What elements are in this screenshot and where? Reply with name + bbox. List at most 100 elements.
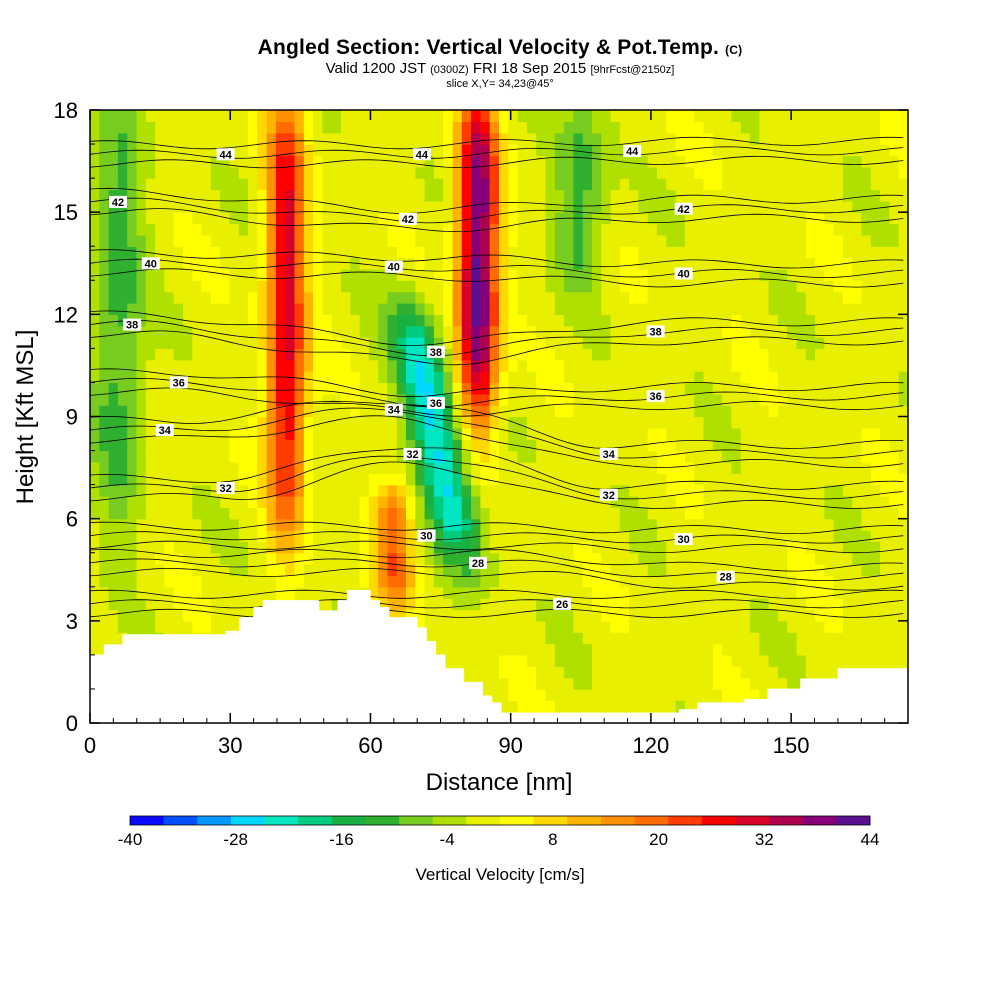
title-text: Angled Section: Vertical Velocity & Pot.… [257, 36, 720, 59]
field-cell [666, 666, 677, 679]
field-cell [592, 518, 602, 531]
field-cell [712, 507, 723, 520]
field-cell [861, 268, 872, 281]
field-cell [889, 461, 900, 474]
isentrope-label-bg [216, 482, 235, 494]
field-cell [777, 461, 788, 474]
field-cell [192, 291, 203, 304]
field-cell [173, 200, 184, 213]
field-cell [210, 371, 221, 384]
field-cell [536, 110, 547, 122]
field-cell [322, 303, 333, 315]
field-cell [582, 314, 593, 327]
field-cell [582, 416, 593, 429]
field-cell [880, 586, 890, 599]
field-cell [610, 223, 621, 236]
field-cell [117, 609, 128, 622]
field-cell [768, 348, 779, 361]
field-cell [433, 598, 444, 611]
field-cell [526, 110, 537, 122]
field-cell [433, 416, 444, 429]
field-cell [592, 166, 602, 179]
field-cell [489, 666, 500, 679]
field-cell [554, 371, 565, 384]
field-cell [433, 575, 444, 588]
field-cell [740, 223, 751, 236]
field-cell [889, 268, 900, 281]
field-cell [703, 371, 714, 384]
field-cell [768, 223, 779, 236]
field-cell [443, 416, 454, 429]
field-cell [573, 507, 584, 520]
field-cell [164, 359, 175, 372]
field-cell [750, 371, 760, 384]
field-cell [592, 688, 602, 701]
field-cell [155, 416, 165, 429]
field-cell [322, 132, 333, 145]
field-cell [573, 234, 584, 247]
field-cell [471, 496, 481, 508]
field-cell [452, 382, 463, 395]
field-cell [592, 564, 602, 577]
field-cell [554, 348, 565, 361]
field-cell [378, 234, 389, 247]
field-cell [638, 110, 649, 122]
field-cell [275, 121, 286, 134]
field-cell [573, 552, 584, 565]
field-cell [192, 586, 203, 599]
field-cell [396, 348, 407, 361]
field-cell [452, 371, 463, 384]
field-cell [601, 166, 612, 179]
field-cell [777, 564, 788, 577]
field-cell [592, 234, 602, 247]
field-cell [406, 564, 416, 577]
field-cell [610, 507, 621, 520]
field-cell [870, 530, 881, 542]
field-cell [666, 518, 677, 531]
field-cell [815, 666, 825, 679]
field-cell [201, 382, 212, 395]
field-cell [266, 155, 277, 168]
field-cell [229, 405, 240, 418]
field-cell [815, 450, 825, 463]
field-cell [480, 110, 491, 122]
field-cell [452, 393, 463, 406]
field-cell [210, 280, 221, 293]
field-cell [694, 200, 705, 213]
field-cell [517, 575, 528, 588]
field-cell [889, 359, 900, 372]
field-cell [480, 620, 491, 633]
field-cell [117, 371, 128, 384]
field-cell [619, 416, 630, 429]
field-cell [359, 359, 370, 372]
field-cell [712, 439, 723, 452]
field-cell [183, 541, 193, 554]
field-cell [722, 144, 732, 157]
field-cell [889, 110, 900, 122]
isentrope-label-bg [599, 488, 618, 501]
field-cell [564, 700, 574, 713]
field-cell [787, 348, 798, 361]
field-cell [647, 359, 658, 372]
field-cell [805, 666, 816, 679]
field-cell [564, 564, 574, 577]
field-cell [378, 303, 389, 315]
field-cell [452, 132, 463, 145]
field-cell [238, 144, 249, 157]
field-cell [313, 257, 323, 270]
field-cell [824, 632, 835, 645]
field-cell [517, 189, 528, 202]
field-cell [238, 439, 249, 452]
field-cell [554, 257, 565, 270]
field-cell [750, 496, 760, 508]
field-cell [889, 314, 900, 327]
field-cell [183, 189, 193, 202]
field-cell [861, 496, 872, 508]
field-cell [294, 291, 305, 304]
field-cell [684, 507, 695, 520]
field-cell [573, 303, 584, 315]
field-cell [861, 246, 872, 259]
field-cell [712, 586, 723, 599]
field-cell [145, 121, 156, 134]
field-cell [508, 700, 519, 713]
